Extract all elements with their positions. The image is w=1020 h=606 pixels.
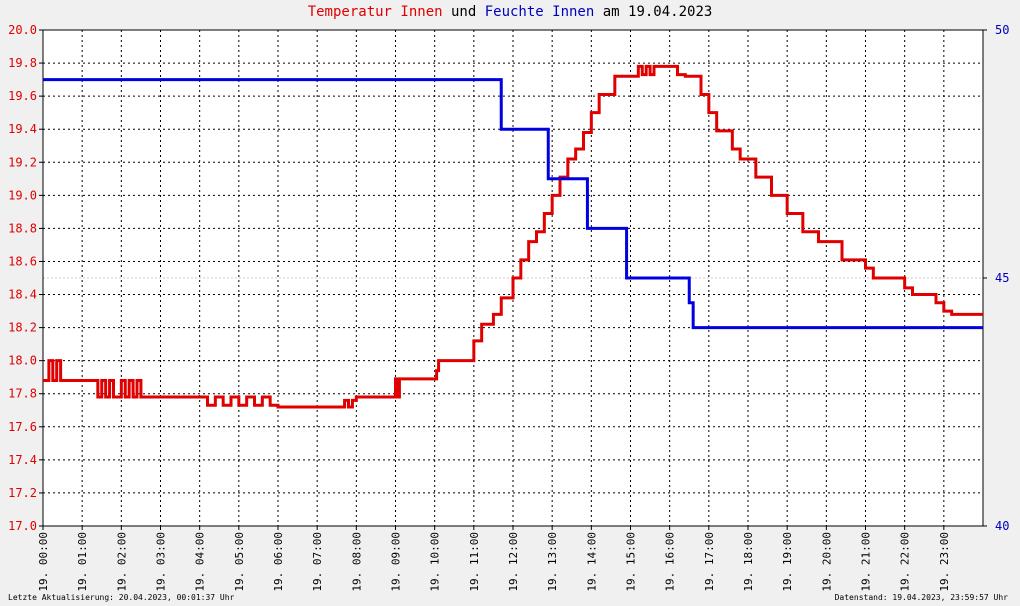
x-tick-label: 19. 07:00 (311, 532, 324, 592)
x-tick-label: 19. 01:00 (76, 532, 89, 592)
x-tick-label: 19. 23:00 (938, 532, 951, 592)
x-tick-label: 19. 02:00 (115, 532, 128, 592)
x-tick-label: 19. 11:00 (468, 532, 481, 592)
left-tick-label: 18.4 (8, 288, 37, 302)
series-humidity-line (43, 78, 983, 330)
x-tick-label: 19. 17:00 (703, 532, 716, 592)
title-temperature: Temperatur Innen (307, 4, 443, 20)
left-tick-label: 17.0 (8, 519, 37, 533)
footer-last-update: Letzte Aktualisierung: 20.04.2023, 00:01… (8, 593, 235, 602)
title-date: am 19.04.2023 (602, 4, 713, 20)
right-tick-label: 50 (995, 23, 1009, 37)
x-tick-label: 19. 06:00 (272, 532, 285, 592)
left-tick-label: 18.2 (8, 321, 37, 335)
x-tick-label: 19. 20:00 (820, 532, 833, 592)
x-tick-label: 19. 21:00 (860, 532, 873, 592)
x-tick-label: 19. 16:00 (664, 532, 677, 592)
x-tick-label: 19. 13:00 (546, 532, 559, 592)
x-tick-label: 19. 00:00 (37, 532, 50, 592)
left-tick-label: 18.0 (8, 354, 37, 368)
x-tick-label: 19. 12:00 (507, 532, 520, 592)
x-tick-label: 19. 18:00 (742, 532, 755, 592)
left-tick-label: 19.4 (8, 122, 37, 136)
left-tick-label: 18.6 (8, 254, 37, 268)
left-axis-ticks: 17.0 17.2 17.4 17.6 17.8 18.0 18.2 18.4 18.6 18.8… (8, 23, 43, 533)
x-tick-label: 19. 03:00 (155, 532, 168, 592)
left-tick-label: 19.2 (8, 155, 37, 169)
title-connector: und (450, 4, 477, 20)
footer-data-status: Datenstand: 19.04.2023, 23:59:57 Uhr (834, 593, 1008, 602)
x-tick-label: 19. 15:00 (625, 532, 638, 592)
right-tick-label: 40 (995, 519, 1009, 533)
left-tick-label: 17.2 (8, 486, 37, 500)
left-tick-label: 19.6 (8, 89, 37, 103)
series-temperature-line (43, 64, 983, 409)
left-tick-label: 17.4 (8, 453, 37, 467)
x-tick-label: 19. 10:00 (429, 532, 442, 592)
left-tick-label: 20.0 (8, 23, 37, 37)
x-tick-label: 19. 22:00 (899, 532, 912, 592)
x-tick-label: 19. 14:00 (585, 532, 598, 592)
x-tick-label: 19. 04:00 (194, 532, 207, 592)
x-tick-label: 19. 09:00 (390, 532, 403, 592)
x-tick-label: 19. 08:00 (350, 532, 363, 592)
x-axis-ticks: 19. 00:00 19. 01:00 19. 02:00 19. 03:00 19. … (37, 526, 951, 592)
title-humidity: Feuchte Innen (484, 4, 595, 20)
left-tick-label: 17.8 (8, 387, 37, 401)
chart-title: Temperatur Innen und Feuchte Innen am 19… (0, 4, 1020, 20)
left-tick-label: 18.8 (8, 221, 37, 235)
left-tick-label: 19.8 (8, 56, 37, 70)
x-tick-label: 19. 19:00 (781, 532, 794, 592)
x-tick-label: 19. 05:00 (233, 532, 246, 592)
left-tick-label: 19.0 (8, 188, 37, 202)
right-axis-ticks: 40 45 50 (983, 23, 1009, 533)
series-lines (43, 64, 983, 409)
left-tick-label: 17.6 (8, 420, 37, 434)
right-tick-label: 45 (995, 271, 1009, 285)
